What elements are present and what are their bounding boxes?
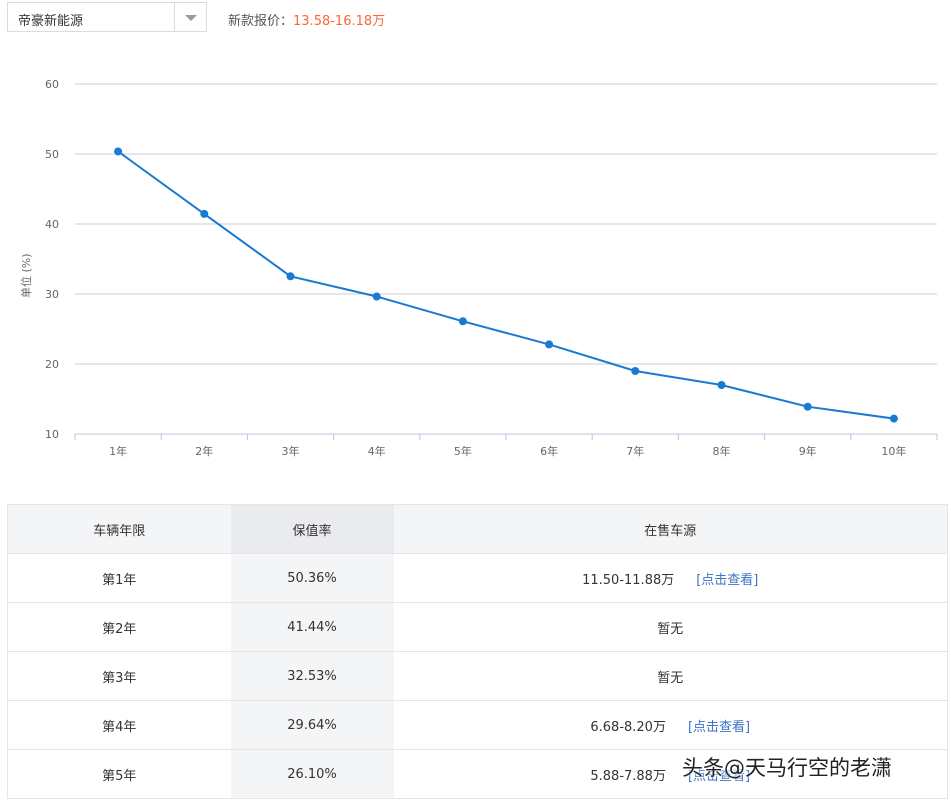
cell-source: 暂无 <box>393 651 948 701</box>
cell-source: 11.50-11.88万 [点击查看] <box>393 553 948 603</box>
y-axis-label: 单位 (%) <box>20 253 33 298</box>
series-line <box>117 150 895 420</box>
x-tick-label: 1年 <box>109 444 127 458</box>
cell-rate: 32.53% <box>230 651 394 701</box>
data-point <box>717 381 726 389</box>
table-header-row: 车辆年限 保值率 在售车源 <box>7 504 948 554</box>
retention-chart: 10 20 30 40 50 60 1年 2年 3年 4年 5年 6年 7年 8年 9年 10年 单位 (%) <box>0 40 951 480</box>
table-row: 第1年 50.36% 11.50-11.88万 [点击查看] <box>7 553 948 603</box>
header-source: 在售车源 <box>393 504 948 554</box>
cell-rate: 41.44% <box>230 602 394 652</box>
data-point <box>545 340 554 349</box>
source-range: 暂无 <box>657 621 684 637</box>
y-tick-label: 60 <box>45 78 59 91</box>
cell-source: 6.68-8.20万 [点击查看] <box>393 700 948 750</box>
x-tick-label: 8年 <box>713 444 731 458</box>
dropdown-button[interactable] <box>174 3 206 31</box>
chevron-down-icon <box>185 15 197 21</box>
y-tick-label: 10 <box>45 428 59 441</box>
cell-year: 第4年 <box>7 700 231 750</box>
data-point <box>631 367 640 375</box>
data-point <box>889 414 898 423</box>
data-point <box>803 402 812 411</box>
source-range: 6.68-8.20万 <box>590 719 666 735</box>
source-range: 暂无 <box>657 670 684 686</box>
table-row: 第5年 26.10% 5.88-7.88万 [点击查看] <box>7 749 948 799</box>
x-tick-label: 6年 <box>540 444 558 458</box>
y-tick-label: 20 <box>45 358 59 371</box>
y-tick-label: 30 <box>45 288 59 301</box>
x-tick-label: 4年 <box>368 444 386 458</box>
table-row: 第4年 29.64% 6.68-8.20万 [点击查看] <box>7 700 948 750</box>
x-tick-label: 2年 <box>195 444 213 458</box>
chart-canvas: 10 20 30 40 50 60 1年 2年 3年 4年 5年 6年 7年 8年 9年 10年 <box>45 78 938 458</box>
data-point <box>114 147 123 156</box>
cell-year: 第1年 <box>7 553 231 603</box>
cell-year: 第3年 <box>7 651 231 701</box>
view-link[interactable]: [点击查看] <box>696 572 759 588</box>
model-select[interactable]: 帝豪新能源 <box>7 2 207 32</box>
source-range: 5.88-7.88万 <box>590 768 666 784</box>
header-years: 车辆年限 <box>7 504 231 554</box>
data-point <box>458 317 467 326</box>
new-price-label: 新款报价： <box>228 14 294 29</box>
header-rate: 保值率 <box>230 504 394 554</box>
table-row: 第2年 41.44% 暂无 <box>7 602 948 652</box>
table-row: 第3年 32.53% 暂无 <box>7 651 948 701</box>
model-select-value: 帝豪新能源 <box>18 14 84 29</box>
cell-year: 第5年 <box>7 749 231 799</box>
cell-rate: 29.64% <box>230 700 394 750</box>
x-tick-label: 3年 <box>282 444 300 458</box>
new-price: 新款报价：13.58-16.18万 <box>228 10 385 29</box>
data-point <box>286 272 295 281</box>
x-tick-label: 9年 <box>799 444 817 458</box>
view-link[interactable]: [点击查看] <box>687 768 751 784</box>
cell-source: 暂无 <box>393 602 948 652</box>
x-tick-label: 10年 <box>881 444 906 458</box>
y-tick-label: 40 <box>45 218 59 231</box>
cell-source: 5.88-7.88万 [点击查看] <box>393 749 948 799</box>
y-tick-label: 50 <box>45 148 59 161</box>
top-bar: 帝豪新能源 新款报价：13.58-16.18万 <box>7 2 947 34</box>
x-tick-label: 5年 <box>454 444 472 458</box>
cell-year: 第2年 <box>7 602 231 652</box>
data-point <box>200 209 209 218</box>
new-price-value: 13.58-16.18万 <box>293 14 386 29</box>
view-link[interactable]: [点击查看] <box>687 719 751 735</box>
cell-rate: 50.36% <box>230 553 394 603</box>
x-tick-label: 7年 <box>626 444 644 458</box>
retention-table: 车辆年限 保值率 在售车源 第1年 50.36% 11.50-11.88万 [点击… <box>7 504 948 799</box>
watermark: 头条@天马行空的老潇 <box>682 756 892 780</box>
data-point <box>372 292 381 301</box>
cell-rate: 26.10% <box>230 749 394 799</box>
source-range: 11.50-11.88万 <box>582 572 675 588</box>
